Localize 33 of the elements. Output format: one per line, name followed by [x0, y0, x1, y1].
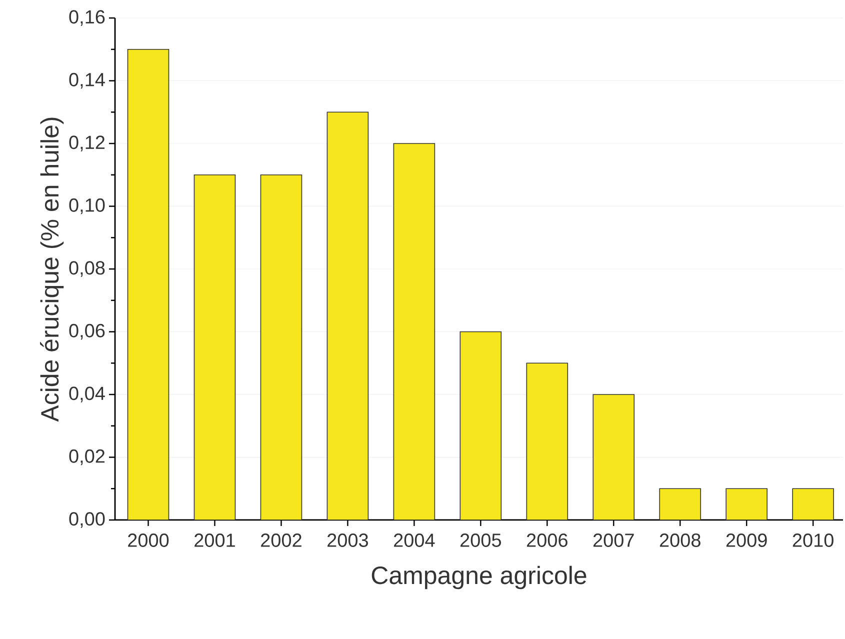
x-tick-label: 2008	[660, 534, 700, 547]
x-tick-label: 2007	[593, 534, 634, 547]
y-tick-label: 0,08	[69, 261, 105, 277]
y-tick-label: 0,06	[69, 324, 105, 340]
bar	[194, 174, 236, 520]
x-tick-label: 2000	[128, 534, 169, 547]
bar	[526, 362, 568, 520]
y-tick-label: 0,02	[69, 449, 105, 466]
y-tick-label: 0,00	[69, 512, 105, 528]
bar	[326, 112, 369, 520]
x-tick-label: 2005	[460, 534, 501, 547]
y-axis-title: Acide érucique (% en huile)	[40, 118, 64, 422]
x-tick-label: 2006	[526, 534, 568, 547]
y-tick-label: 0,14	[69, 72, 105, 89]
y-tick-label: 0,04	[69, 386, 105, 402]
x-tick-label: 2003	[328, 534, 368, 547]
bar	[792, 488, 834, 520]
x-tick-label: 2001	[194, 534, 235, 547]
x-axis-title: Campagne agricole	[372, 566, 586, 590]
bar	[393, 143, 436, 520]
x-tick-label: 2004	[394, 534, 435, 547]
x-tick-label: 2010	[792, 534, 834, 547]
bar	[726, 488, 768, 520]
bar	[127, 48, 170, 520]
x-tick-label: 2009	[726, 534, 767, 547]
y-tick-label: 0,12	[69, 136, 105, 152]
bar	[659, 488, 702, 520]
bar	[592, 394, 635, 520]
bar	[260, 174, 302, 520]
y-tick-label: 0,10	[69, 198, 105, 214]
bar	[460, 331, 502, 520]
y-tick-label: 0,16	[69, 10, 105, 26]
x-tick-label: 2002	[261, 534, 302, 547]
